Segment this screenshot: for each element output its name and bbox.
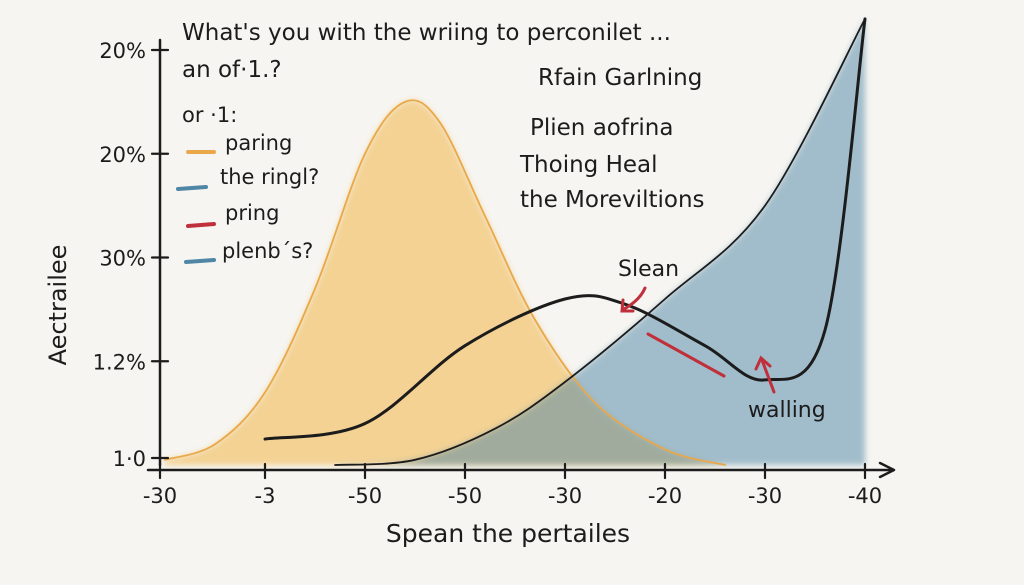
series-0-point-7 xyxy=(484,215,486,217)
series-2-line xyxy=(263,17,867,441)
series-0-point-3 xyxy=(314,287,316,289)
annotation-slean-text: Slean xyxy=(618,257,679,282)
annotation-walling-text: walling xyxy=(748,398,826,423)
chart-title-line-2: an of·1.? xyxy=(182,57,282,83)
x-tick-label-4: -30 xyxy=(548,484,582,508)
series-2-point-2 xyxy=(464,344,466,346)
y-tick-label-3: 20% xyxy=(99,143,146,167)
series-0-point-9 xyxy=(594,402,596,404)
series-fills xyxy=(165,18,865,466)
legend-label-1: the ringl? xyxy=(220,165,319,189)
series-lines xyxy=(164,17,867,466)
y-tick-label-1: 1.2% xyxy=(93,350,146,374)
legend-swatch-1 xyxy=(176,185,208,191)
series-0-point-4 xyxy=(364,153,366,155)
series-0-point-8 xyxy=(534,319,536,321)
x-tick-label-3: -50 xyxy=(448,484,482,508)
side-note-0: Rfain Garlning xyxy=(538,65,702,91)
legend-label-0: paring xyxy=(225,131,292,155)
legend-label-3: plenb´s? xyxy=(222,239,313,263)
y-tick-label-4: 20% xyxy=(99,39,146,63)
y-axis-label: Aectrailee xyxy=(44,245,72,366)
x-tick-label-7: -40 xyxy=(848,484,882,508)
series-2-point-7 xyxy=(824,329,826,331)
series-2-point-5 xyxy=(704,344,706,346)
chart-title-line-1: What's you with the wriing to perconilet… xyxy=(182,20,671,46)
series-0-point-2 xyxy=(264,391,266,393)
series-1-line xyxy=(334,17,866,466)
series-1-point-0 xyxy=(334,464,336,466)
y-tick-label-0: 1·0 xyxy=(113,447,146,471)
x-tick-label-2: -50 xyxy=(348,484,382,508)
series-2-point-0 xyxy=(264,438,266,440)
series-0-point-6 xyxy=(439,121,441,123)
annotation-slean-arrow xyxy=(622,286,647,311)
x-tick-label-6: -30 xyxy=(748,484,782,508)
legend-label-2: pring xyxy=(225,201,279,225)
series-1-point-1 xyxy=(414,459,416,461)
series-1-point-4 xyxy=(664,298,666,300)
legend: paring the ringl? pring plenb´s? xyxy=(176,131,319,264)
side-note-2: Thoing Heal xyxy=(519,152,658,178)
series-2-point-1 xyxy=(364,422,366,424)
annotation-walling-arrow xyxy=(760,358,776,394)
legend-swatch-3 xyxy=(184,258,216,264)
series-1-point-3 xyxy=(564,381,566,383)
series-0-area xyxy=(165,100,725,466)
y-ticks: 1·0 1.2% 30% 20% 20% xyxy=(93,39,170,471)
series-2-point-8 xyxy=(864,18,866,20)
side-note-3: the Moreviltions xyxy=(520,187,705,213)
legend-heading: or ·1: xyxy=(182,103,237,127)
annotation-slean: Slean xyxy=(618,257,726,378)
series-0-point-1 xyxy=(214,443,216,445)
series-1-point-2 xyxy=(494,427,496,429)
x-tick-label-5: -20 xyxy=(648,484,682,508)
side-note-1: Plien aofrina xyxy=(530,115,673,141)
series-0-point-11 xyxy=(724,464,726,466)
legend-swatch-2 xyxy=(186,222,216,228)
series-1-point-5 xyxy=(764,204,766,206)
series-2-point-6 xyxy=(764,379,766,381)
x-tick-label-0: -30 xyxy=(143,484,177,508)
series-0-line xyxy=(164,99,726,466)
axes xyxy=(146,38,896,479)
annotation-walling: walling xyxy=(748,355,826,423)
y-tick-label-2: 30% xyxy=(99,247,146,271)
annotation-walling-arrowhead xyxy=(754,355,772,371)
x-tick-label-1: -3 xyxy=(255,484,276,508)
annotation-slean-arrowhead xyxy=(620,298,635,313)
x-axis-arrow xyxy=(878,461,896,479)
series-0-point-10 xyxy=(664,448,666,450)
series-1-area xyxy=(335,18,865,465)
series-0-point-5 xyxy=(404,101,406,103)
x-ticks: -30 -3 -50 -50 -30 -20 -30 -40 xyxy=(143,462,882,508)
series-2-point-3 xyxy=(564,298,566,300)
x-axis-label: Spean the pertailes xyxy=(386,519,630,548)
annotation-slean-stroke xyxy=(646,332,726,378)
